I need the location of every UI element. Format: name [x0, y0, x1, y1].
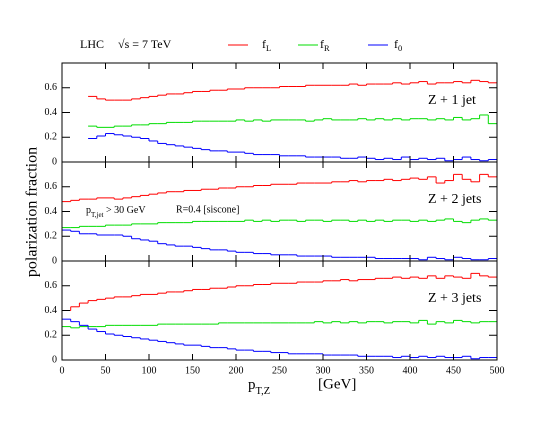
y-tick-label: 0.6	[45, 280, 58, 291]
legend-label: fR	[320, 37, 330, 54]
y-tick-label: 0.6	[45, 181, 58, 192]
x-tick-label: 400	[403, 365, 418, 376]
y-tick-label: 0	[52, 255, 57, 266]
x-tick-label: 300	[316, 365, 331, 376]
y-tick-label: 0.2	[45, 231, 58, 242]
legend-label: fL	[262, 37, 271, 54]
y-tick-label: 0	[52, 354, 57, 365]
panel-frame	[61, 260, 498, 361]
panel-annotation: Z + 2 jets	[428, 192, 481, 207]
panel-annotation: Z + 1 jet	[428, 93, 476, 108]
y-tick-label: 0.2	[45, 132, 58, 143]
y-tick-label: 0	[52, 156, 57, 167]
x-axis-label: pT,Z	[248, 377, 270, 396]
y-tick-label: 0.4	[45, 107, 58, 118]
x-tick-label: 350	[359, 365, 374, 376]
x-tick-label: 150	[185, 365, 200, 376]
y-tick-label: 0.4	[45, 206, 58, 217]
x-tick-label: 450	[446, 365, 461, 376]
algorithm-annotation: R=0.4 [siscone]	[176, 204, 239, 215]
cut-annotation: pT,jet > 30 GeV	[86, 205, 146, 218]
panel-frame	[61, 62, 498, 163]
y-axis-label: polarization fraction	[24, 147, 41, 277]
x-axis-unit: [GeV]	[318, 376, 356, 392]
x-tick-label: 100	[142, 365, 157, 376]
y-tick-label: 0.6	[45, 82, 58, 93]
y-tick-label: 0.2	[45, 330, 58, 341]
energy: √s = 7 TeV	[118, 37, 172, 51]
x-tick-label: 0	[60, 365, 65, 376]
header: LHC	[80, 37, 104, 51]
panel-annotation: Z + 3 jets	[428, 291, 481, 306]
x-tick-label: 50	[101, 365, 111, 376]
x-tick-label: 200	[229, 365, 244, 376]
x-tick-label: 500	[490, 365, 505, 376]
y-tick-label: 0.4	[45, 305, 58, 316]
legend-label: f0	[394, 37, 402, 54]
x-tick-label: 250	[272, 365, 287, 376]
